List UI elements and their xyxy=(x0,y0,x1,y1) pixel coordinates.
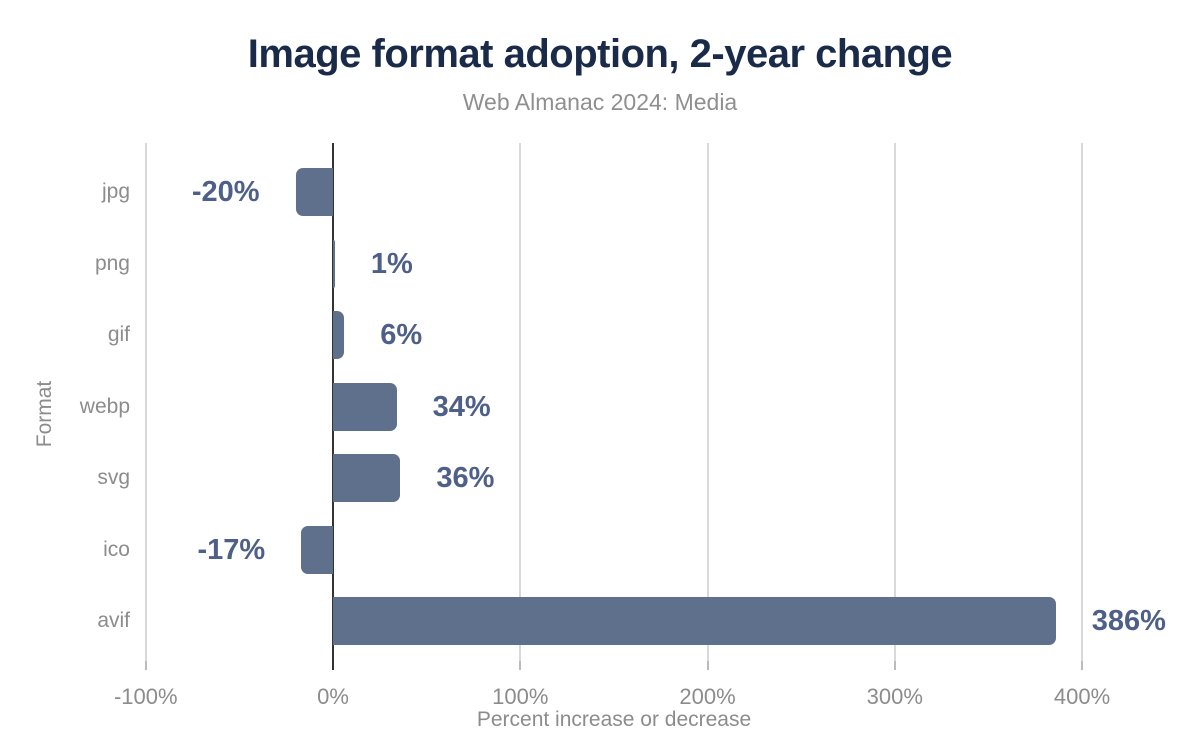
category-label: png xyxy=(94,251,130,275)
value-label: 1% xyxy=(370,247,413,280)
bar xyxy=(333,382,397,431)
x-tick-label: 0% xyxy=(317,684,349,709)
value-label: 34% xyxy=(432,390,491,423)
bar xyxy=(301,525,333,574)
x-tick-label: 200% xyxy=(679,684,736,709)
gridline xyxy=(893,143,896,661)
category-label: svg xyxy=(97,466,130,489)
value-label: -20% xyxy=(191,176,260,208)
category-label: gif xyxy=(107,323,130,346)
chart-title: Image format adoption, 2-year change xyxy=(247,32,953,76)
axis-tick xyxy=(519,661,522,670)
x-tick-label: -100% xyxy=(113,684,178,709)
category-label: ico xyxy=(103,537,130,561)
gridline xyxy=(144,143,147,661)
bar xyxy=(333,239,335,288)
bar xyxy=(333,311,345,359)
gridline xyxy=(1081,143,1083,661)
gridline xyxy=(706,143,709,661)
value-label: 6% xyxy=(380,319,423,351)
axis-tick xyxy=(893,661,896,670)
chart-subtitle: Web Almanac 2024: Media xyxy=(462,89,738,115)
bar xyxy=(333,597,1056,645)
axis-tick xyxy=(1081,661,1083,670)
x-tick-label: 100% xyxy=(492,684,549,709)
category-label: avif xyxy=(97,609,130,632)
value-label: 386% xyxy=(1091,605,1166,637)
axis-tick xyxy=(706,661,709,670)
bar xyxy=(333,454,401,502)
bar xyxy=(295,168,333,216)
category-label: webp xyxy=(79,394,130,418)
category-label: jpg xyxy=(101,180,130,203)
value-label: 36% xyxy=(436,462,495,494)
x-tick-label: 400% xyxy=(1053,684,1111,709)
gridline xyxy=(519,143,522,661)
x-tick-label: 300% xyxy=(866,684,923,709)
value-label: -17% xyxy=(197,533,266,566)
x-axis-title: Percent increase or decrease xyxy=(476,708,752,731)
axis-tick xyxy=(144,661,147,670)
y-axis-title: Format xyxy=(33,380,56,448)
